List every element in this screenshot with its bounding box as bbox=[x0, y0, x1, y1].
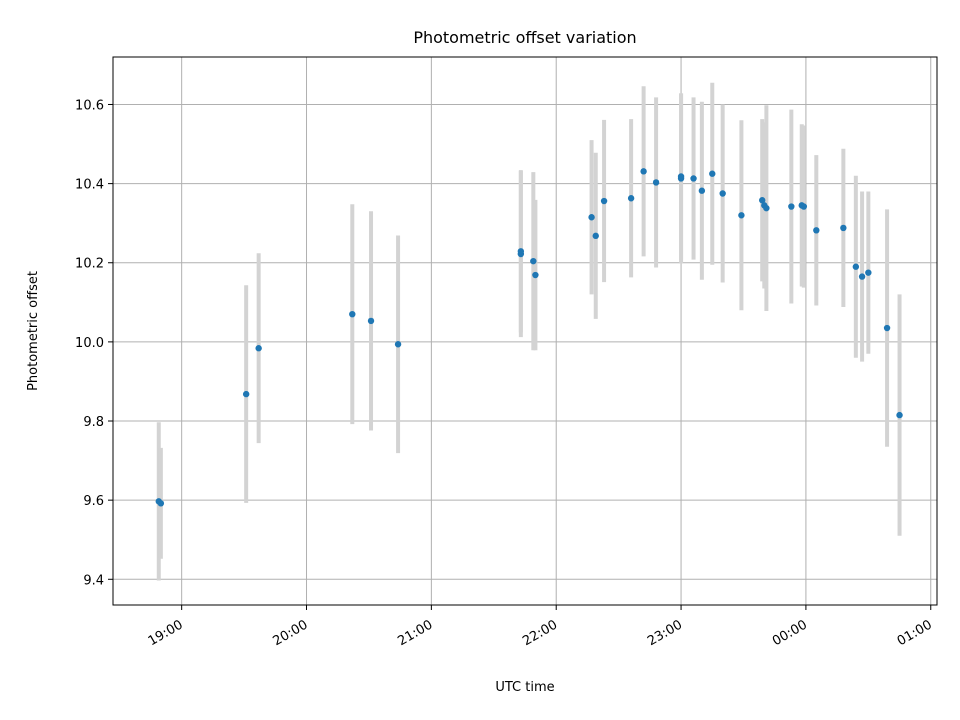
data-point bbox=[896, 411, 903, 419]
data-point bbox=[698, 187, 706, 194]
data-point bbox=[349, 310, 356, 318]
data-point bbox=[883, 324, 891, 332]
data-point bbox=[530, 257, 537, 265]
x-tick-label: 20:00 bbox=[271, 617, 311, 649]
y-tick-label: 10.6 bbox=[75, 98, 104, 113]
x-tick-label: 19:00 bbox=[146, 617, 186, 649]
data-point bbox=[858, 273, 866, 280]
data-point bbox=[759, 197, 766, 204]
y-tick-label: 10.4 bbox=[75, 178, 104, 193]
chart-title: Photometric offset variation bbox=[413, 28, 636, 47]
error-bars bbox=[156, 82, 902, 581]
data-point bbox=[532, 271, 539, 279]
data-point bbox=[800, 203, 808, 210]
x-tick-label: 01:00 bbox=[895, 617, 935, 649]
data-point bbox=[709, 170, 716, 177]
data-point bbox=[813, 227, 820, 234]
x-tick-label: 22:00 bbox=[520, 617, 560, 649]
data-point bbox=[517, 248, 525, 255]
grid bbox=[113, 57, 937, 605]
data-point bbox=[852, 263, 860, 270]
data-point bbox=[763, 204, 770, 212]
data-point bbox=[367, 317, 375, 325]
data-point bbox=[588, 214, 595, 221]
data-point bbox=[627, 195, 635, 202]
data-point bbox=[592, 232, 599, 240]
x-axis-label: UTC time bbox=[495, 680, 554, 695]
x-tick-label: 00:00 bbox=[770, 617, 810, 649]
data-point bbox=[677, 173, 685, 180]
data-point bbox=[157, 500, 165, 507]
y-tick-label: 10.0 bbox=[75, 336, 104, 351]
x-tick-label: 23:00 bbox=[645, 617, 685, 649]
data-points bbox=[155, 168, 903, 507]
y-tick-label: 9.6 bbox=[83, 494, 104, 509]
y-tick-label: 9.4 bbox=[83, 573, 104, 588]
x-tick-label: 21:00 bbox=[395, 617, 435, 649]
data-point bbox=[640, 168, 647, 175]
data-point bbox=[242, 390, 250, 398]
data-point bbox=[840, 224, 847, 232]
data-point bbox=[738, 212, 745, 219]
data-point bbox=[719, 190, 726, 197]
y-axis-label: Photometric offset bbox=[26, 271, 41, 391]
data-point bbox=[788, 203, 795, 210]
y-tick-label: 9.8 bbox=[83, 415, 104, 430]
data-point bbox=[600, 197, 608, 205]
data-point bbox=[255, 345, 262, 352]
data-point bbox=[652, 179, 660, 186]
data-point bbox=[690, 175, 697, 182]
y-tick-label: 10.2 bbox=[75, 257, 104, 272]
data-point bbox=[394, 341, 402, 348]
data-point bbox=[865, 269, 872, 276]
plot-frame bbox=[112, 56, 938, 606]
